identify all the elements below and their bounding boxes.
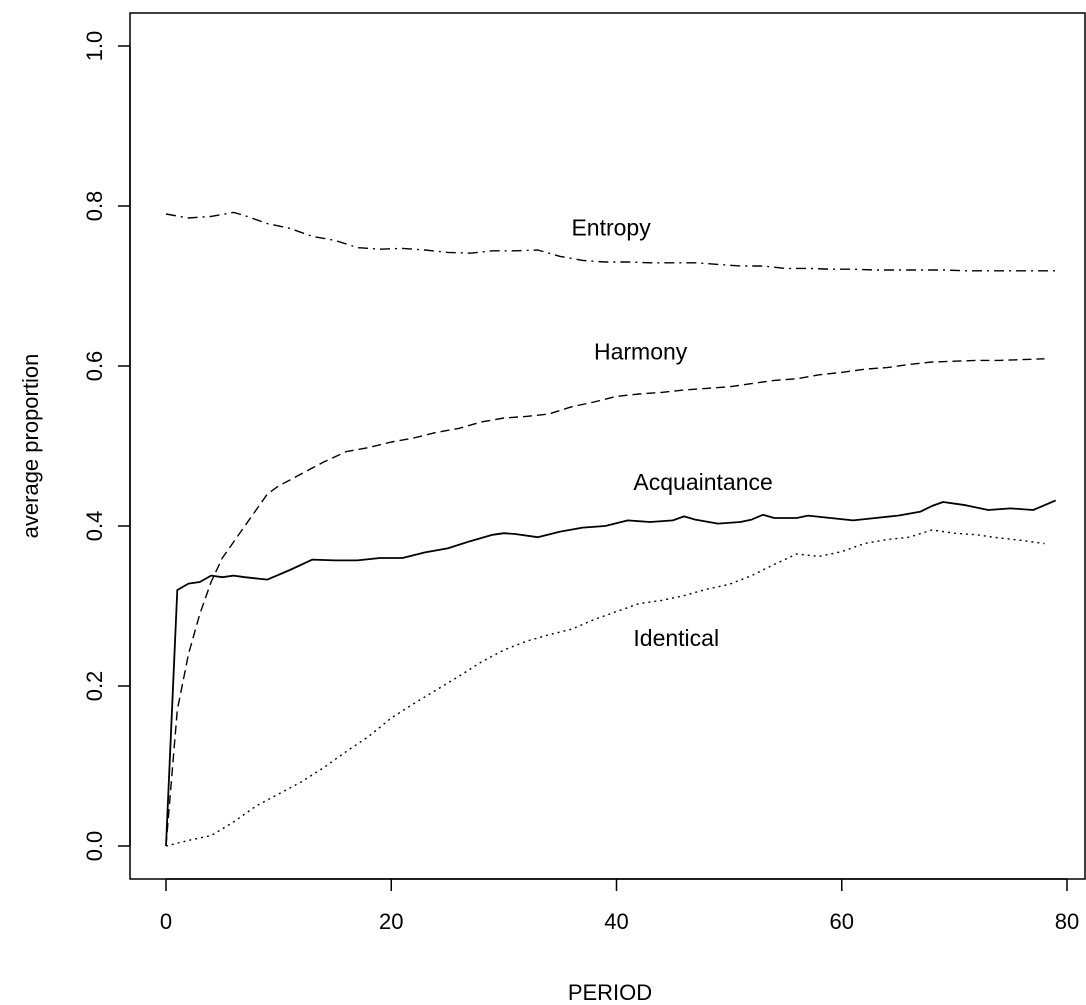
series-line-acquaintance bbox=[165, 499, 1057, 847]
y-tick-label: 0.8 bbox=[82, 191, 107, 222]
y-tick-label: 1.0 bbox=[82, 31, 107, 62]
y-axis: 0.0 0.2 0.4 0.6 0.8 1.0 bbox=[82, 31, 131, 862]
x-tick-label: 0 bbox=[160, 909, 172, 934]
y-tick-label: 0.6 bbox=[82, 351, 107, 382]
series-line-identical bbox=[165, 529, 1045, 847]
series-label-acquaintance: Acquaintance bbox=[633, 469, 772, 495]
y-tick-label: 0.4 bbox=[82, 511, 107, 542]
x-axis: 0 20 40 60 80 bbox=[160, 878, 1079, 934]
series-line-harmony bbox=[165, 358, 1045, 847]
series-label-entropy: Entropy bbox=[571, 215, 651, 241]
y-tick-label: 0.0 bbox=[82, 831, 107, 862]
x-tick-label: 60 bbox=[830, 909, 854, 934]
x-tick-label: 20 bbox=[379, 909, 403, 934]
y-axis-title: average proportion bbox=[18, 354, 43, 539]
y-tick-label: 0.2 bbox=[82, 671, 107, 702]
x-tick-label: 40 bbox=[604, 909, 628, 934]
series-labels: Entropy Harmony Acquaintance Identical bbox=[571, 215, 772, 651]
series-label-harmony: Harmony bbox=[594, 339, 688, 365]
plot-frame bbox=[129, 12, 1086, 880]
series-layer bbox=[165, 211, 1057, 847]
series-label-identical: Identical bbox=[633, 625, 719, 651]
series-line-entropy bbox=[165, 211, 1056, 272]
x-axis-title: PERIOD bbox=[568, 980, 652, 1005]
x-tick-label: 80 bbox=[1055, 909, 1079, 934]
